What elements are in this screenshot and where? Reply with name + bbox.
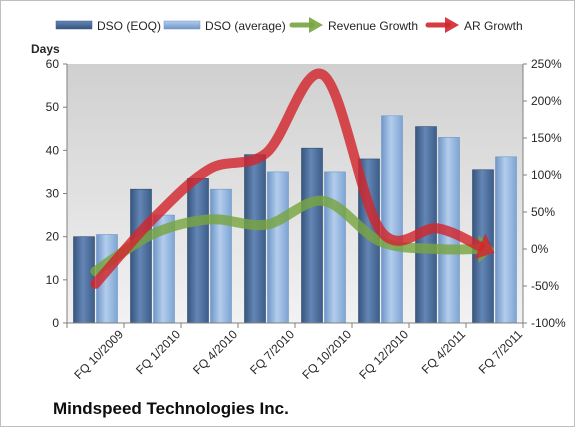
y-tick-label: 10	[46, 273, 60, 287]
company-name: Mindspeed Technologies Inc.	[53, 399, 289, 418]
y2-tick-label: 250%	[531, 57, 562, 71]
y-tick-label: 0	[52, 316, 59, 330]
y2-tick-label: -100%	[531, 316, 566, 330]
y-tick-label: 60	[46, 57, 60, 71]
x-tick-label: FQ 1/2010	[133, 327, 183, 377]
y-tick-label: 50	[46, 100, 60, 114]
y-tick-label: 30	[46, 187, 60, 201]
arrowhead-ar-growth	[474, 233, 495, 260]
y-tick-label: 20	[46, 230, 60, 244]
bar-dso-eoq	[187, 178, 209, 324]
bar-dso-average	[381, 115, 403, 324]
bar-dso-eoq	[130, 188, 152, 324]
legend-label-revenue-growth: Revenue Growth	[328, 19, 418, 33]
bar-dso-eoq	[73, 236, 95, 324]
x-tick-label: FQ 10/2009	[71, 327, 126, 382]
y2-tick-label: 150%	[531, 131, 562, 145]
legend-label-dso-eoq: DSO (EOQ)	[97, 19, 161, 33]
x-tick-label: FQ 12/2010	[356, 327, 411, 382]
y2-tick-label: 100%	[531, 168, 562, 182]
y2-tick-label: 50%	[531, 205, 555, 219]
bar-dso-eoq	[301, 147, 323, 324]
legend-label-dso-average: DSO (average)	[205, 19, 286, 33]
x-tick-label: FQ 7/2010	[247, 327, 297, 377]
bar-dso-average	[210, 188, 232, 324]
legend-label-ar-growth: AR Growth	[464, 19, 523, 33]
y2-tick-label: 200%	[531, 94, 562, 108]
y-tick-label: 40	[46, 143, 60, 157]
growth-line-layer	[90, 68, 495, 289]
bar-dso-average	[324, 171, 346, 324]
y-axis-title: Days	[31, 42, 60, 56]
y2-tick-label: 0%	[531, 242, 549, 256]
x-tick-label: FQ 7/2011	[476, 327, 526, 377]
bar-dso-eoq	[244, 154, 266, 324]
y2-tick-label: -50%	[531, 279, 559, 293]
legend-swatch-ar-growth	[425, 17, 459, 33]
line-revenue-growth	[90, 195, 484, 277]
legend-swatch-dso-eoq	[55, 20, 93, 30]
x-tick-label: FQ 4/2011	[419, 327, 469, 377]
legend-swatch-dso-average	[163, 20, 201, 30]
bar-dso-average	[495, 156, 517, 324]
legend-swatch-revenue-growth	[289, 17, 323, 33]
x-tick-label: FQ 4/2010	[190, 327, 240, 377]
line-ar-growth	[90, 68, 485, 289]
x-tick-label: FQ 10/2010	[299, 327, 354, 382]
bar-dso-average	[267, 171, 289, 324]
legend: DSO (EOQ) DSO (average) Revenue Growth A…	[55, 17, 523, 33]
